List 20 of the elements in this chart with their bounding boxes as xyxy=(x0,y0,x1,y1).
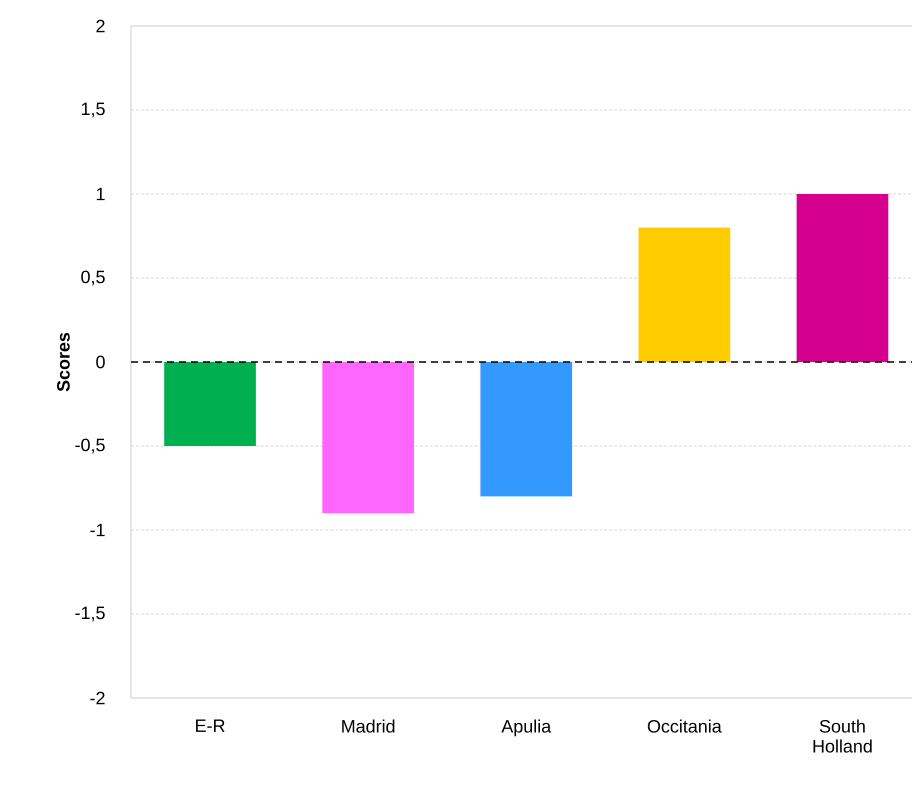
y-tick-label: -1 xyxy=(90,524,105,536)
y-tick-label: 0 xyxy=(96,356,105,368)
bar xyxy=(164,362,256,446)
x-tick-label: E-R xyxy=(196,720,225,732)
y-tick-label: -2 xyxy=(90,692,105,704)
y-tick-label: 1 xyxy=(96,188,105,200)
y-tick-label: 1,5 xyxy=(82,102,105,118)
bar xyxy=(638,228,730,362)
x-tick-label: Apulia xyxy=(501,720,552,736)
bar xyxy=(480,362,572,496)
y-tick-label: 2 xyxy=(96,20,105,32)
x-tick-label: Madrid xyxy=(342,720,394,733)
y-axis-title: Scores xyxy=(57,332,70,392)
y-tick-label: 0,5 xyxy=(81,270,105,286)
x-tick-label: Occitania xyxy=(648,720,722,733)
bar xyxy=(796,194,888,362)
y-tick-label: -1,5 xyxy=(75,606,105,622)
x-tick-label: South Holland xyxy=(814,720,872,753)
bar xyxy=(322,362,414,514)
y-tick-label: -0,5 xyxy=(75,438,105,454)
